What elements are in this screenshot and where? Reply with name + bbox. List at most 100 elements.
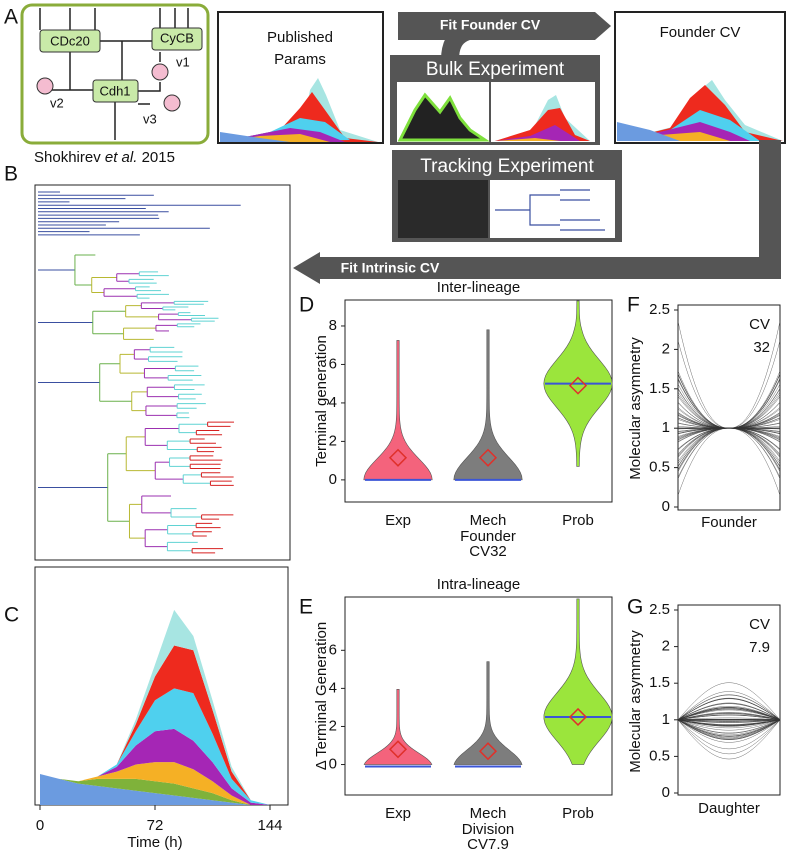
plot-frame bbox=[677, 604, 781, 796]
x-axis-label: Time (h) bbox=[127, 834, 182, 851]
annotation: CV bbox=[749, 316, 770, 333]
thumb-areas bbox=[220, 78, 378, 142]
trace bbox=[677, 708, 781, 721]
thumb-title: Founder CV bbox=[660, 24, 741, 41]
annotation: 32 bbox=[753, 339, 770, 356]
panel-label: E bbox=[299, 596, 313, 619]
mean-marker bbox=[388, 448, 408, 467]
trace bbox=[677, 714, 781, 721]
trace bbox=[677, 719, 781, 729]
tree-frame bbox=[34, 184, 291, 561]
trace bbox=[677, 719, 781, 723]
tick-label: 0 bbox=[329, 471, 337, 488]
bulk-areas bbox=[495, 95, 590, 141]
violin bbox=[453, 329, 523, 481]
violin bbox=[453, 661, 523, 765]
trace bbox=[677, 719, 781, 726]
x-tick-sublabel: Division bbox=[462, 821, 515, 838]
tick-label: 4 bbox=[329, 394, 337, 411]
trace bbox=[677, 719, 781, 755]
lineage-tree bbox=[38, 191, 241, 554]
trace bbox=[677, 709, 781, 721]
panel-label: A bbox=[4, 6, 18, 29]
trace bbox=[677, 691, 781, 720]
node-label: CyCB bbox=[160, 30, 194, 45]
trace bbox=[677, 719, 781, 739]
annotation: CV bbox=[749, 616, 770, 633]
y-axis-label: Molecular asymmetry bbox=[627, 337, 644, 480]
x-tick-sublabel: CV7.9 bbox=[467, 836, 509, 853]
trace bbox=[677, 719, 781, 738]
trace bbox=[677, 698, 781, 721]
trace bbox=[677, 373, 781, 429]
panel-label: C bbox=[4, 604, 19, 627]
tick-label: 4 bbox=[329, 679, 337, 696]
tick-label: 0 bbox=[329, 756, 337, 773]
tick-label: 1 bbox=[662, 711, 670, 728]
x-tick-label: Mech bbox=[470, 512, 507, 529]
tick-label: 8 bbox=[329, 317, 337, 334]
node-box bbox=[92, 79, 139, 103]
panel-label: B bbox=[4, 163, 18, 186]
violin bbox=[543, 598, 613, 765]
trace bbox=[677, 373, 781, 429]
plot-frame bbox=[344, 299, 613, 503]
arrow-label: Fit Intrinsic CV bbox=[341, 260, 440, 276]
trace bbox=[677, 374, 781, 429]
y-axis-label: Molecular asymmetry bbox=[627, 630, 644, 773]
tick-label: 1 bbox=[662, 419, 670, 436]
tick-label: 6 bbox=[329, 641, 337, 658]
x-axis-label: Founder bbox=[701, 514, 757, 531]
trace bbox=[677, 719, 781, 734]
x-tick-sublabel: Founder bbox=[460, 528, 516, 545]
tick-label: 1.5 bbox=[649, 674, 670, 691]
tracking-image bbox=[398, 180, 488, 238]
flow-arrow bbox=[318, 140, 781, 279]
trace bbox=[677, 712, 781, 721]
mean-marker bbox=[478, 742, 498, 761]
trace bbox=[677, 719, 781, 743]
trace bbox=[677, 719, 781, 737]
trace bbox=[677, 719, 781, 740]
trace bbox=[677, 719, 781, 723]
tick-label: 2.5 bbox=[649, 301, 670, 318]
thumb-title: Published bbox=[267, 29, 333, 46]
panel-label: F bbox=[627, 294, 640, 317]
degradation bbox=[163, 94, 181, 112]
mean-marker bbox=[478, 448, 498, 467]
arrow-label: Fit Founder CV bbox=[440, 17, 541, 33]
node-box bbox=[39, 29, 101, 53]
network-edges bbox=[39, 8, 189, 140]
trace bbox=[677, 717, 781, 721]
x-tick-label: Exp bbox=[385, 512, 411, 529]
node-label: CDc20 bbox=[50, 33, 90, 48]
y-axis-label: Terminal generation bbox=[313, 335, 330, 467]
trace bbox=[677, 719, 781, 725]
panel-label: D bbox=[299, 294, 314, 317]
flow-arrow bbox=[398, 12, 611, 40]
tick-label: 0.5 bbox=[649, 747, 670, 764]
tick-label: 72 bbox=[147, 817, 164, 834]
citation: Shokhirev et al. 2015 bbox=[34, 149, 175, 166]
trace bbox=[677, 707, 781, 721]
trace bbox=[677, 706, 781, 721]
mean-marker bbox=[568, 707, 588, 727]
rate-label: v1 bbox=[176, 54, 190, 69]
chart-title: Intra-lineage bbox=[437, 576, 520, 593]
trace bbox=[677, 719, 781, 736]
citation-author: Shokhirev bbox=[34, 149, 101, 166]
trace bbox=[677, 712, 781, 721]
plot-frame bbox=[344, 596, 613, 796]
x-tick-label: Mech bbox=[470, 805, 507, 822]
trace bbox=[677, 719, 781, 760]
panel-label: G bbox=[627, 596, 643, 619]
tracking-image bbox=[490, 180, 615, 238]
area bbox=[40, 774, 270, 805]
plot-frame bbox=[677, 304, 781, 511]
trace bbox=[677, 427, 781, 479]
tracking-tree bbox=[495, 189, 605, 231]
x-tick-label: Prob bbox=[562, 805, 594, 822]
trace bbox=[677, 694, 781, 720]
area bbox=[40, 688, 270, 805]
